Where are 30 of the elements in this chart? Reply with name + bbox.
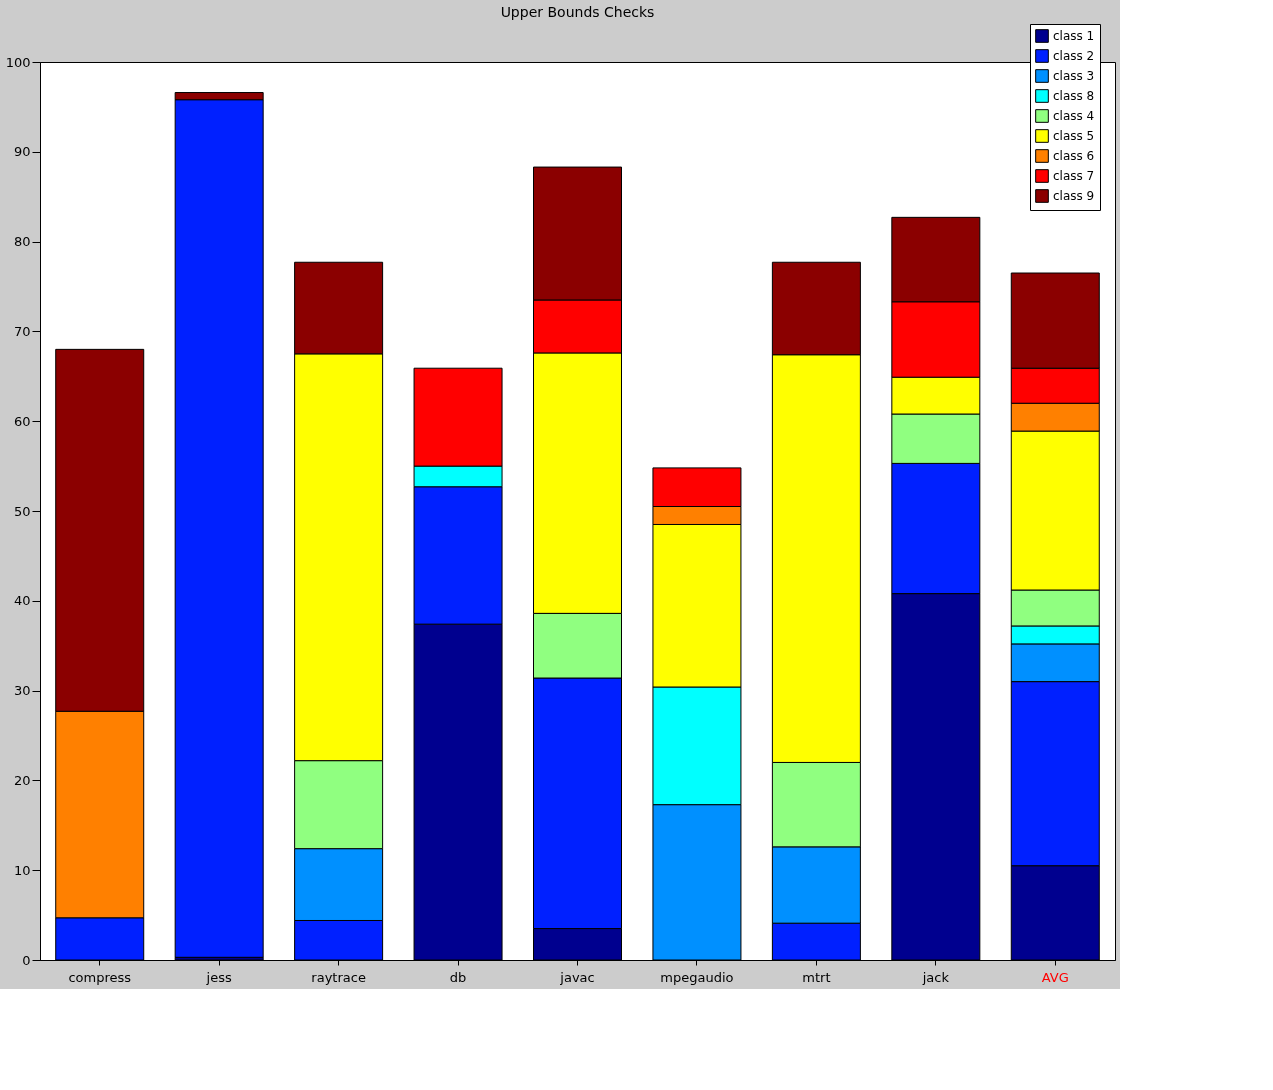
legend-label: class 9 — [1053, 189, 1095, 203]
y-tick-label: 50 — [13, 503, 31, 519]
y-tick-label: 40 — [13, 593, 31, 609]
x-tick-label: javac — [559, 969, 595, 985]
legend-label: class 3 — [1053, 69, 1095, 83]
y-tick-label: 70 — [13, 323, 31, 339]
x-tick-label: compress — [68, 969, 132, 985]
legend-label: class 5 — [1053, 129, 1095, 143]
x-tick-label: db — [449, 969, 467, 985]
y-tick-label: 80 — [13, 234, 31, 250]
legend-label: class 2 — [1053, 49, 1095, 63]
y-tick-label: 30 — [13, 683, 31, 699]
y-tick-label: 90 — [13, 144, 31, 160]
x-tick-label: jack — [921, 969, 950, 985]
x-tick-label: AVG — [1041, 969, 1069, 985]
y-tick-label: 20 — [13, 772, 31, 788]
legend-label: class 4 — [1053, 109, 1095, 123]
y-tick-label: 10 — [13, 862, 31, 878]
x-tick-label: raytrace — [311, 969, 366, 985]
legend-label: class 7 — [1053, 169, 1095, 183]
y-tick-label: 0 — [22, 952, 31, 968]
legend-label: class 1 — [1053, 29, 1095, 43]
y-tick-label: 100 — [5, 54, 31, 70]
legend-label: class 6 — [1053, 149, 1095, 163]
x-tick-label: mpegaudio — [660, 969, 734, 985]
legend-label: class 8 — [1053, 89, 1095, 103]
chart-title: Upper Bounds Checks — [500, 3, 655, 20]
y-tick-label: 60 — [13, 413, 31, 429]
x-tick-label: mtrt — [802, 969, 831, 985]
x-tick-label: jess — [205, 969, 232, 985]
